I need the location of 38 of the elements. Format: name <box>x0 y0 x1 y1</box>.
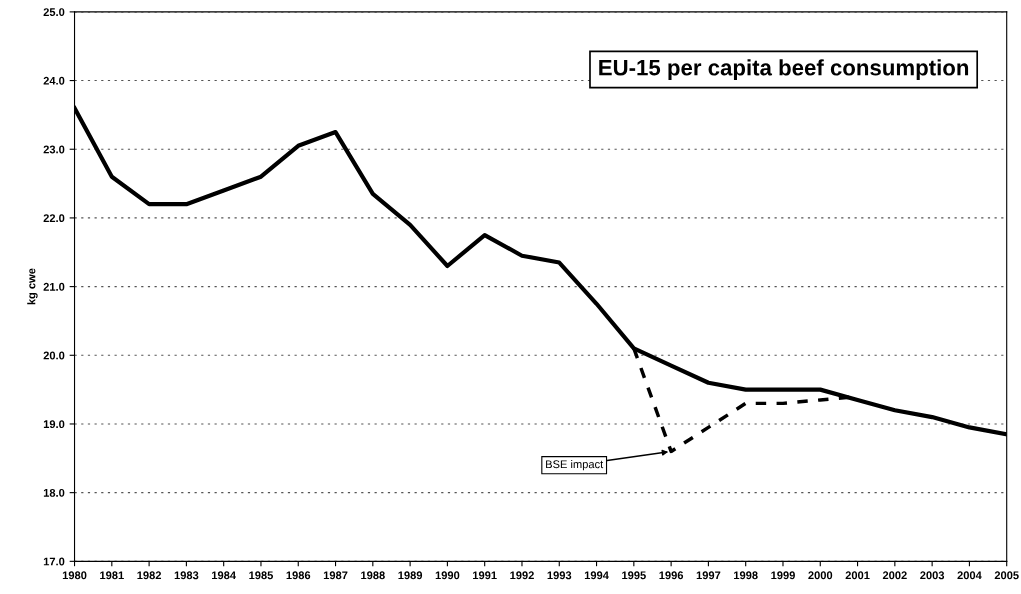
y-tick-label: 24.0 <box>43 76 65 85</box>
x-tick-label: 1995 <box>622 571 646 580</box>
x-tick-label: 1990 <box>435 571 460 580</box>
y-tick-label: 22.0 <box>43 214 65 223</box>
x-tick-label: 2004 <box>957 571 982 580</box>
x-tick-label: 1994 <box>584 571 609 580</box>
x-tick-label: 2000 <box>808 571 833 580</box>
x-tick-label: 2003 <box>920 571 945 580</box>
x-tick-label: 2002 <box>882 571 907 580</box>
annotation: BSE impact <box>546 460 604 471</box>
x-tick-label: 2001 <box>845 571 870 580</box>
x-tick-label: 1986 <box>286 571 311 580</box>
x-tick-label: 1999 <box>771 571 795 580</box>
x-tick-label: 1983 <box>174 571 199 580</box>
x-tick-label: 1996 <box>659 571 684 580</box>
x-tick-label: 1989 <box>398 571 423 580</box>
x-tick-label: 1992 <box>510 571 534 580</box>
y-tick-label: 19.0 <box>43 420 65 429</box>
x-tick-label: 1993 <box>547 571 572 580</box>
x-tick-label: 1984 <box>212 571 236 580</box>
x-tick-label: 1988 <box>361 571 385 580</box>
y-axis-title: kg cwe <box>27 268 38 305</box>
x-tick-label: 1982 <box>137 571 162 580</box>
x-tick-label: 1980 <box>62 571 87 580</box>
x-tick-label: 1997 <box>696 571 721 580</box>
y-tick-label: 25.0 <box>43 8 65 17</box>
y-tick-label: 21.0 <box>43 282 65 291</box>
x-tick-label: 1987 <box>323 571 348 580</box>
x-tick-label: 1991 <box>473 571 497 580</box>
x-tick-label: 1998 <box>734 571 758 580</box>
y-tick-label: 17.0 <box>43 557 65 566</box>
y-tick-label: 18.0 <box>43 488 65 497</box>
x-tick-label: 1981 <box>100 571 124 580</box>
x-tick-label: 1985 <box>249 571 274 580</box>
y-tick-label: 20.0 <box>43 351 65 360</box>
x-tick-label: 2005 <box>994 571 1019 580</box>
text: EU-15 per capita beef consumption <box>599 59 969 80</box>
y-tick-label: 23.0 <box>43 145 65 154</box>
